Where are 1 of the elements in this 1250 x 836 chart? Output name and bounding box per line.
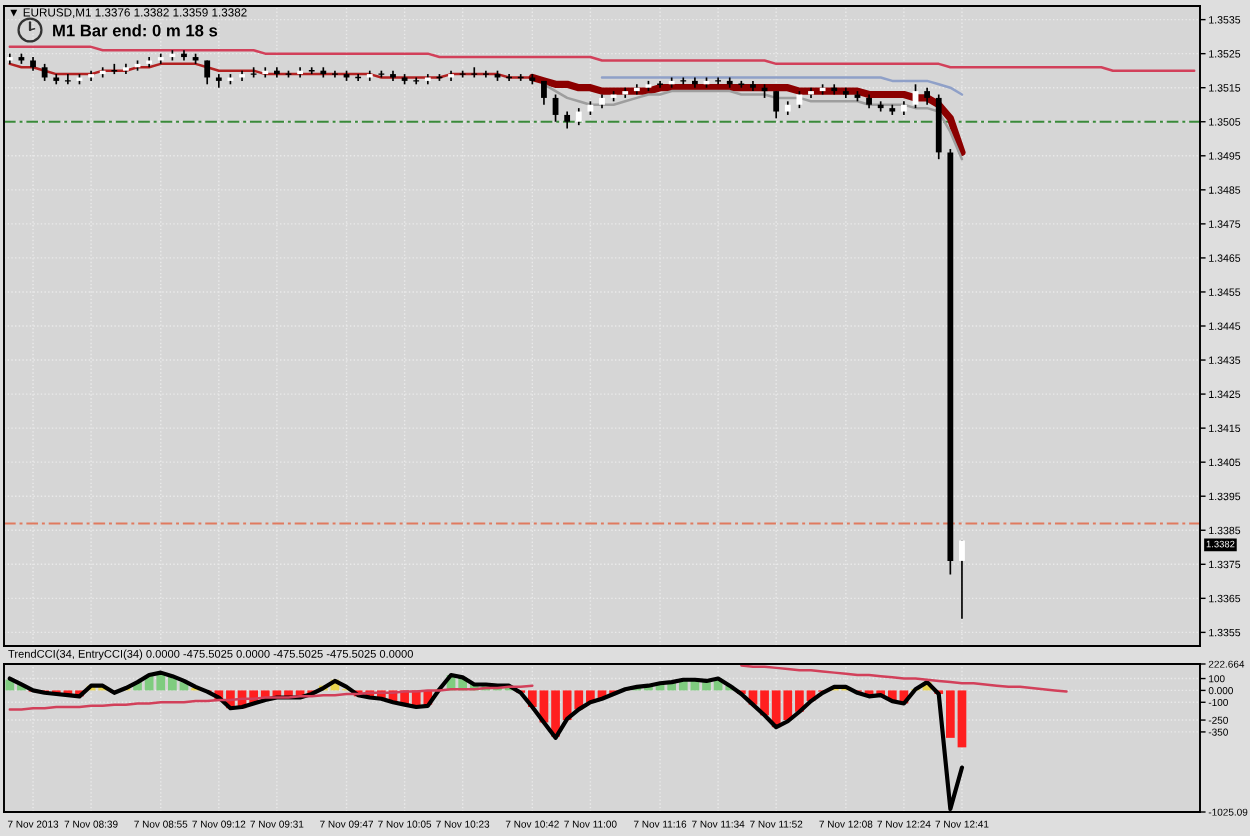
annotation: M1 Bar end: 0 m 18 s	[53, 24, 218, 37]
